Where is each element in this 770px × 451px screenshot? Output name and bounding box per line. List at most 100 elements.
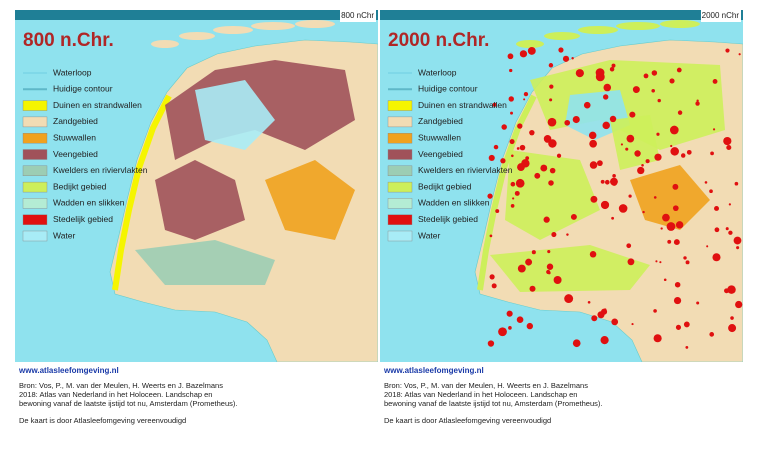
island [295,20,335,28]
urban-dot [609,115,617,123]
urban-dot [523,98,526,101]
map-area [490,245,650,292]
legend-label: Zandgebied [418,116,463,126]
urban-dot [602,121,610,130]
legend-swatch [387,116,413,128]
urban-dot [529,129,535,136]
corner-box [701,10,741,22]
urban-dot [487,340,495,347]
urban-dot [704,181,708,184]
urban-dot [525,156,530,160]
urban-dot [556,153,562,158]
urban-dot [673,296,682,305]
urban-dot [662,213,670,222]
urban-dot [670,147,679,156]
urban-dot [547,117,557,127]
urban-dot [642,210,645,214]
urban-dot [510,111,513,115]
urban-dot [548,63,554,68]
urban-dot [487,193,493,199]
island [660,20,700,28]
urban-dot [657,98,661,103]
urban-dot [492,102,497,107]
legend-swatch [22,214,48,225]
urban-dot [680,153,686,158]
urban-dot [685,260,690,265]
urban-dot [709,189,713,194]
urban-dot [562,55,570,62]
urban-dot [600,336,609,345]
legend-swatch [387,181,413,193]
urban-dot [587,300,591,304]
urban-dot [495,209,500,214]
legend-label: Huidige contour [418,84,478,94]
urban-dot [498,327,507,337]
urban-dot [589,251,597,258]
urban-dot [710,151,714,156]
urban-dot [634,150,641,157]
urban-dot [501,124,507,130]
legend-swatch [387,165,413,177]
urban-dot [546,263,554,270]
map: 800 nChr 800 n.Chr. Waterloop Huidige conto… [15,10,378,362]
urban-dot [566,233,569,236]
urban-dot [531,250,536,255]
legend-swatch [387,149,413,160]
map-title: 2000 n.Chr. [388,30,489,51]
legend-label: Wadden en slikken [418,198,490,208]
urban-dot [564,119,571,126]
urban-dot [725,48,730,53]
urban-dot [549,167,556,174]
legend-label: Stuwwallen [53,132,96,142]
map-footer: www.atlasleefomgeving.nl Bron: Vos, P., M… [380,366,743,425]
website-link[interactable]: www.atlasleefomgeving.nl [384,366,484,375]
source-line: bewoning vanaf de laatste ijstijd tot nu… [19,399,238,408]
urban-dot [628,194,632,198]
legend-label: Stedelijk gebied [418,214,478,224]
urban-dot [696,99,699,102]
legend-swatch [387,214,413,225]
legend-label: Duinen en strandwallen [53,100,142,110]
legend-swatch [387,100,413,111]
urban-dot [677,110,683,115]
urban-dot [600,200,610,210]
legend-label: Duinen en strandwallen [418,100,507,110]
map-panel: 2000 nChr 2000 n.Chr. Waterloop Huidige con… [380,10,743,430]
urban-dot [651,70,658,76]
urban-dot [660,227,663,230]
urban-dot [666,222,676,231]
urban-dot [669,125,679,135]
legend-label: Stuwwallen [418,132,461,142]
website-link[interactable]: www.atlasleefomgeving.nl [19,366,119,375]
urban-dot [506,310,513,317]
source-line: Bron: Vos, P., M. van der Meulen, H. Wee… [19,381,223,390]
map-note: De kaart is door Atlasleefomgeving veree… [19,416,187,425]
legend-swatch [22,165,48,177]
urban-dot [543,216,550,223]
urban-dot [508,96,514,102]
urban-dot [625,147,629,151]
urban-dot [516,147,520,150]
urban-dot [672,205,679,212]
legend-label: Stedelijk gebied [53,214,113,224]
legend-label: Huidige contour [53,84,113,94]
legend-swatch [387,198,413,209]
urban-dot [544,138,550,143]
urban-dot [489,234,493,238]
legend-label: Zandgebied [53,116,98,126]
island [179,32,215,40]
urban-dot [730,316,734,320]
urban-dot [645,159,650,164]
source-line: 2018: Atlas van Nederland in het Holocee… [384,390,578,399]
map-title: 800 n.Chr. [23,30,114,51]
urban-dot [517,123,523,129]
legend-label: Wadden en slikken [53,198,125,208]
urban-dot [629,111,636,118]
map-area [195,80,275,150]
map-panel: 800 nChr 800 n.Chr. Waterloop Huidige conto… [15,10,378,430]
urban-dot [728,203,731,206]
urban-dot [548,180,554,186]
urban-dot [516,316,524,324]
urban-dot [683,256,687,260]
corner-label: 2000 nChr [702,11,740,20]
